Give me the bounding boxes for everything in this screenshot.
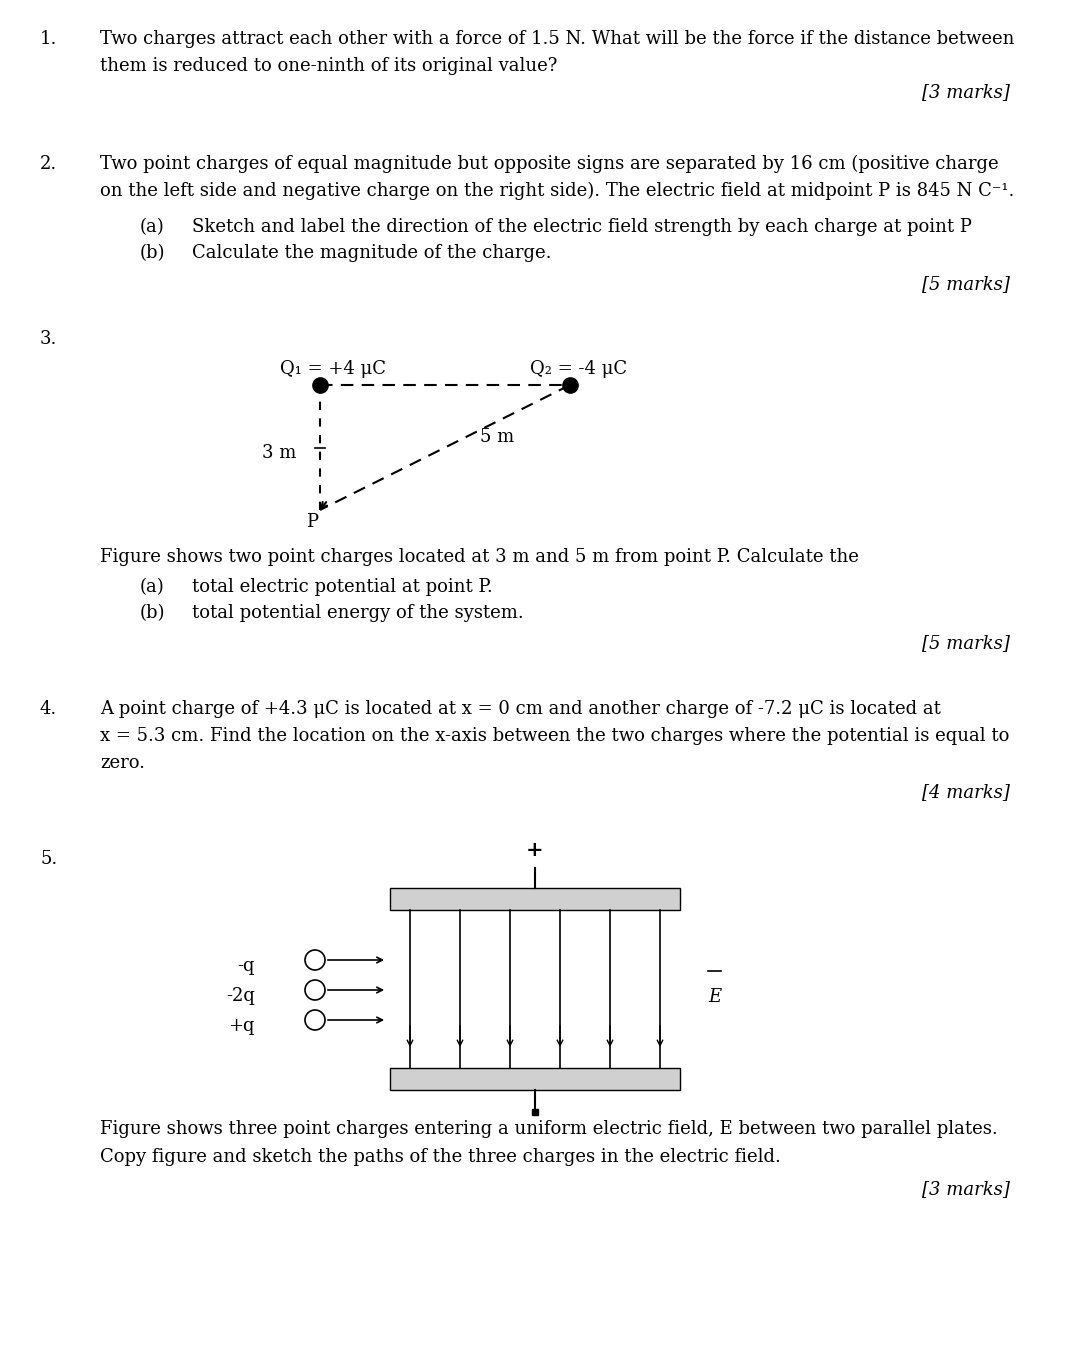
Text: +: +: [526, 840, 544, 860]
Text: (b): (b): [140, 604, 165, 621]
Text: E: E: [708, 988, 721, 1006]
Bar: [390, 888, 680, 910]
Text: (a): (a): [140, 578, 165, 596]
Text: Q₂ = -4 μC: Q₂ = -4 μC: [530, 360, 627, 377]
Text: 5 m: 5 m: [480, 429, 514, 446]
Text: them is reduced to one-ninth of its original value?: them is reduced to one-ninth of its orig…: [100, 57, 557, 75]
Text: A point charge of +4.3 μC is located at x = 0 cm and another charge of -7.2 μC i: A point charge of +4.3 μC is located at …: [100, 700, 941, 718]
Text: total potential energy of the system.: total potential energy of the system.: [192, 604, 524, 621]
Text: Q₁ = +4 μC: Q₁ = +4 μC: [280, 360, 386, 377]
Text: 3 m: 3 m: [262, 445, 296, 462]
Text: zero.: zero.: [100, 754, 145, 772]
Text: total electric potential at point P.: total electric potential at point P.: [192, 578, 492, 596]
Bar: [390, 1068, 680, 1091]
Text: x = 5.3 cm. Find the location on the x-axis between the two charges where the po: x = 5.3 cm. Find the location on the x-a…: [100, 727, 1010, 745]
Text: -q: -q: [238, 957, 255, 975]
Text: P: P: [306, 514, 318, 531]
Text: 5.: 5.: [40, 851, 57, 868]
Text: [4 marks]: [4 marks]: [922, 783, 1010, 801]
Text: Two point charges of equal magnitude but opposite signs are separated by 16 cm (: Two point charges of equal magnitude but…: [100, 155, 999, 174]
Text: [3 marks]: [3 marks]: [922, 1180, 1010, 1198]
Text: [5 marks]: [5 marks]: [922, 634, 1010, 652]
Text: 4.: 4.: [40, 700, 57, 718]
Text: [3 marks]: [3 marks]: [922, 84, 1010, 101]
Text: -2q: -2q: [226, 987, 255, 1006]
Text: +q: +q: [229, 1016, 255, 1035]
Text: Copy figure and sketch the paths of the three charges in the electric field.: Copy figure and sketch the paths of the …: [100, 1148, 781, 1166]
Text: 2.: 2.: [40, 155, 57, 173]
Text: Figure shows two point charges located at 3 m and 5 m from point P. Calculate th: Figure shows two point charges located a…: [100, 549, 859, 566]
Text: Figure shows three point charges entering a uniform electric field, E between tw: Figure shows three point charges enterin…: [100, 1120, 998, 1138]
Text: 1.: 1.: [40, 30, 57, 49]
Text: [5 marks]: [5 marks]: [922, 275, 1010, 293]
Text: (b): (b): [140, 244, 165, 262]
Text: (a): (a): [140, 218, 165, 236]
Text: on the left side and negative charge on the right side). The electric field at m: on the left side and negative charge on …: [100, 182, 1014, 201]
Text: 3.: 3.: [40, 330, 57, 348]
Text: Two charges attract each other with a force of 1.5 N. What will be the force if : Two charges attract each other with a fo…: [100, 30, 1014, 49]
Text: Calculate the magnitude of the charge.: Calculate the magnitude of the charge.: [192, 244, 552, 262]
Text: Sketch and label the direction of the electric field strength by each charge at : Sketch and label the direction of the el…: [192, 218, 972, 236]
